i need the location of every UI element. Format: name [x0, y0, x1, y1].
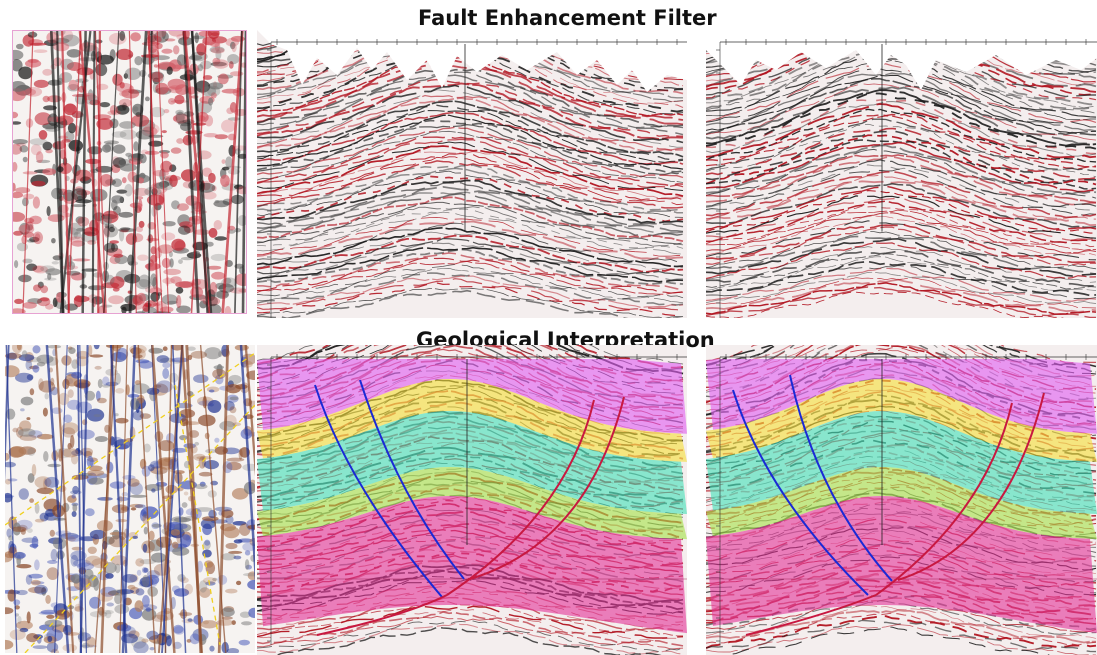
time-slice-top: [12, 30, 247, 314]
horizon-layer-2: [257, 379, 687, 462]
seismic-section-top-right-image: [706, 30, 1097, 318]
horizon-layer-4: [706, 467, 1097, 540]
interpreted-section-left-image: [257, 345, 687, 655]
fault-blue-0: [732, 389, 869, 596]
horizon-layer-3: [257, 411, 687, 514]
horizon-layers: [706, 359, 1097, 634]
fault-red-4: [316, 594, 448, 636]
horizon-layer-4: [257, 467, 687, 540]
fault-traces: [732, 374, 1045, 636]
fault-red-3: [897, 392, 1045, 581]
horizon-layer-2: [706, 379, 1097, 462]
horizon-layers: [257, 359, 687, 634]
horizon-layer-5: [257, 496, 687, 634]
seismic-section-top-left-image: [257, 30, 687, 318]
fault-red-4: [745, 594, 877, 636]
seismic-section-top-right: [706, 30, 1097, 318]
time-slice-bottom-image: [5, 345, 255, 653]
interpreted-section-right-image: [706, 345, 1097, 655]
interpreted-section-right: [706, 345, 1097, 655]
time-slice-bottom: [5, 345, 255, 653]
fault-blue-0: [314, 384, 443, 598]
section-axis: [267, 354, 687, 645]
section-axis: [267, 39, 687, 318]
fault-red-2: [875, 402, 1013, 596]
time-slice-lineaments: [5, 345, 255, 653]
section-top-edge: [257, 30, 687, 92]
fault-red-2: [446, 399, 595, 596]
seismic-section-top-left: [257, 30, 687, 318]
interpreted-section-left: [257, 345, 687, 655]
section-axis: [716, 354, 1097, 645]
horizon-layer-3: [706, 411, 1097, 514]
horizon-layer-5: [706, 496, 1097, 634]
fault-blue-1: [789, 374, 893, 582]
fault-traces: [314, 379, 625, 636]
time-slice-top-image: [13, 31, 246, 313]
horizon-layer-1: [706, 359, 1097, 434]
fault-trace-dashes: [5, 352, 255, 653]
section-top-edge: [706, 30, 1097, 90]
section-axis: [716, 39, 1097, 318]
fault-blue-1: [359, 379, 465, 580]
fault-enhancement-filter-title: Fault Enhancement Filter: [418, 6, 717, 30]
fault-red-3: [466, 396, 625, 581]
horizon-layer-1: [257, 359, 687, 434]
time-slice-lineaments: [22, 31, 246, 313]
